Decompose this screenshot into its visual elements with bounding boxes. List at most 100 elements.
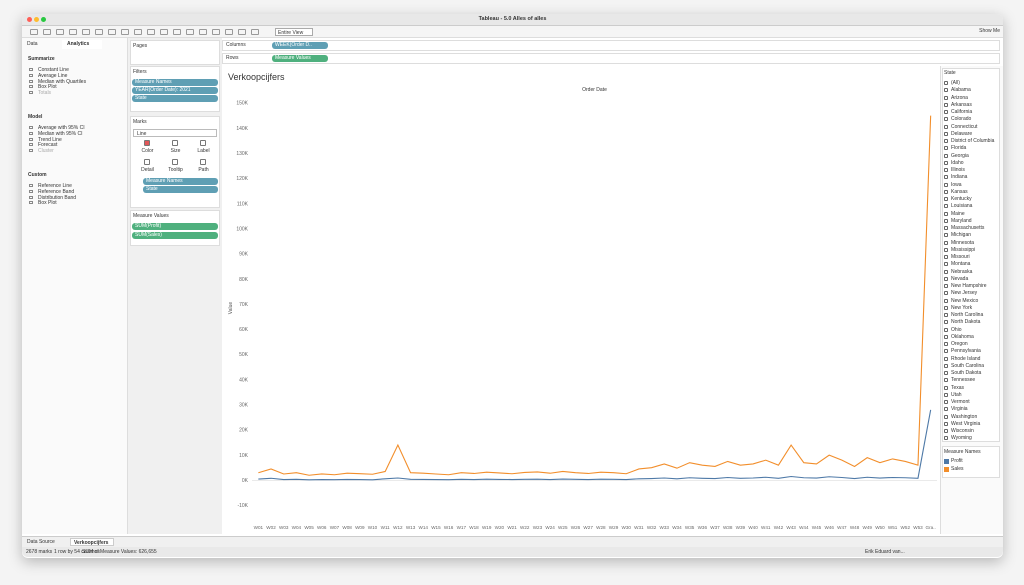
toolbar-icon[interactable]	[147, 29, 155, 35]
state-item[interactable]: New Jersey	[951, 290, 978, 297]
checkbox[interactable]	[944, 139, 948, 143]
checkbox[interactable]	[944, 255, 948, 259]
checkbox[interactable]	[944, 421, 948, 426]
state-item[interactable]: Kansas	[951, 188, 968, 195]
checkbox[interactable]	[944, 240, 948, 245]
state-item[interactable]: Texas	[951, 384, 965, 391]
checkbox[interactable]	[944, 146, 948, 151]
state-item[interactable]: Indiana	[951, 174, 968, 181]
state-item[interactable]: New York	[951, 304, 973, 311]
state-item[interactable]: Oklahoma	[951, 333, 974, 340]
analytics-item[interactable]: Box Plot	[38, 84, 57, 91]
checkbox[interactable]	[944, 153, 948, 158]
checkbox[interactable]	[944, 407, 948, 412]
state-item[interactable]: West Virginia	[951, 420, 981, 427]
mark-pill[interactable]: State	[143, 186, 218, 193]
toolbar-icon[interactable]	[212, 29, 220, 35]
columns-pill[interactable]: WEEK(Order D..	[272, 42, 328, 49]
checkbox[interactable]	[944, 131, 948, 136]
state-item[interactable]: South Dakota	[951, 370, 982, 376]
toolbar-icon[interactable]	[108, 29, 116, 35]
state-item[interactable]: New Mexico	[951, 297, 979, 304]
state-item[interactable]: Louisiana	[951, 203, 973, 210]
checkbox[interactable]	[944, 436, 948, 441]
toolbar-icon[interactable]	[238, 29, 246, 35]
checkbox[interactable]	[944, 204, 948, 209]
analytics-item[interactable]: Reference Line	[38, 183, 72, 189]
toolbar-icon[interactable]	[160, 29, 168, 35]
pane-tab[interactable]: Analytics	[62, 40, 102, 49]
state-item[interactable]: Michigan	[951, 232, 972, 239]
mark-button[interactable]: Tooltip	[168, 167, 183, 173]
filter-pill[interactable]: State	[132, 95, 218, 102]
state-item[interactable]: Minnesota	[951, 239, 975, 246]
window-button[interactable]	[27, 17, 32, 22]
sheet-tab[interactable]: Verkoopcijfers	[70, 538, 114, 546]
checkbox[interactable]	[944, 320, 948, 325]
state-item[interactable]: Alabama	[951, 87, 971, 94]
state-item[interactable]: Tennessee	[951, 377, 976, 384]
analytics-item[interactable]: Box Plot	[38, 200, 57, 207]
mark-button[interactable]: Path	[198, 167, 209, 173]
checkbox[interactable]	[944, 342, 948, 346]
checkbox[interactable]	[944, 385, 948, 390]
checkbox[interactable]	[944, 182, 948, 187]
state-item[interactable]: District of Columbia	[951, 138, 995, 144]
toolbar-icon[interactable]	[251, 29, 259, 35]
checkbox[interactable]	[944, 102, 948, 107]
mark-type[interactable]: Line	[133, 129, 217, 137]
state-item[interactable]: Massachusetts	[951, 225, 985, 231]
checkbox[interactable]	[944, 81, 948, 85]
state-item[interactable]: Delaware	[951, 130, 973, 137]
checkbox[interactable]	[944, 88, 948, 93]
state-item[interactable]: North Dakota	[951, 319, 981, 326]
filter-pill[interactable]: YEAR(Order Date): 2021	[132, 87, 218, 94]
checkbox[interactable]	[944, 175, 948, 180]
state-item[interactable]: Rhode Island	[951, 355, 981, 362]
analytics-item[interactable]: Forecast	[38, 142, 58, 149]
analytics-item[interactable]: Constant Line	[38, 67, 69, 73]
measure-pill[interactable]: SUM(Sales)	[132, 232, 218, 239]
filter-pill[interactable]: Measure Names	[132, 79, 218, 86]
toolbar-icon[interactable]	[43, 29, 51, 35]
state-item[interactable]: Washington	[951, 413, 978, 420]
state-item[interactable]: Ohio	[951, 326, 962, 333]
toolbar-icon[interactable]	[121, 29, 129, 35]
analytics-item[interactable]: Reference Band	[38, 188, 75, 195]
analytics-item[interactable]: Median with Quartiles	[38, 78, 87, 85]
state-item[interactable]: Maine	[951, 210, 965, 217]
rows-pill[interactable]: Measure Values	[272, 55, 328, 62]
state-item[interactable]: California	[951, 109, 973, 115]
state-item[interactable]: Pennsylvania	[951, 348, 981, 355]
checkbox[interactable]	[944, 189, 948, 194]
measure-pill[interactable]: SUM(Profit)	[132, 223, 218, 230]
analytics-item[interactable]: Distribution Band	[38, 194, 77, 201]
state-item[interactable]: Nebraska	[951, 268, 973, 275]
checkbox[interactable]	[944, 291, 948, 296]
checkbox[interactable]	[944, 197, 948, 201]
state-item[interactable]: North Carolina	[951, 312, 984, 318]
state-item[interactable]: Nevada	[951, 275, 969, 282]
checkbox[interactable]	[944, 95, 948, 100]
state-item[interactable]: Connecticut	[951, 123, 978, 130]
checkbox[interactable]	[944, 233, 948, 238]
mark-pill[interactable]: Measure Names	[143, 178, 218, 185]
state-item[interactable]: Illinois	[951, 167, 965, 173]
state-item[interactable]: Georgia	[951, 152, 969, 159]
checkbox[interactable]	[944, 349, 948, 354]
checkbox[interactable]	[944, 247, 948, 252]
toolbar-icon[interactable]	[134, 29, 142, 35]
mark-button[interactable]: Label	[197, 148, 210, 154]
sheet-tab[interactable]: Data Source	[27, 539, 55, 545]
mark-button[interactable]: Color	[141, 148, 154, 154]
state-item[interactable]: Missouri	[951, 254, 970, 260]
checkbox[interactable]	[944, 313, 948, 317]
toolbar-icon[interactable]	[30, 29, 38, 35]
state-item[interactable]: Iowa	[951, 181, 962, 188]
checkbox[interactable]	[944, 334, 948, 339]
checkbox[interactable]	[944, 110, 948, 114]
state-item[interactable]: Oregon	[951, 341, 968, 347]
mark-button[interactable]: Size	[170, 148, 181, 154]
pane-tab[interactable]: Data	[27, 41, 38, 47]
analytics-item[interactable]: Totals	[38, 90, 52, 97]
